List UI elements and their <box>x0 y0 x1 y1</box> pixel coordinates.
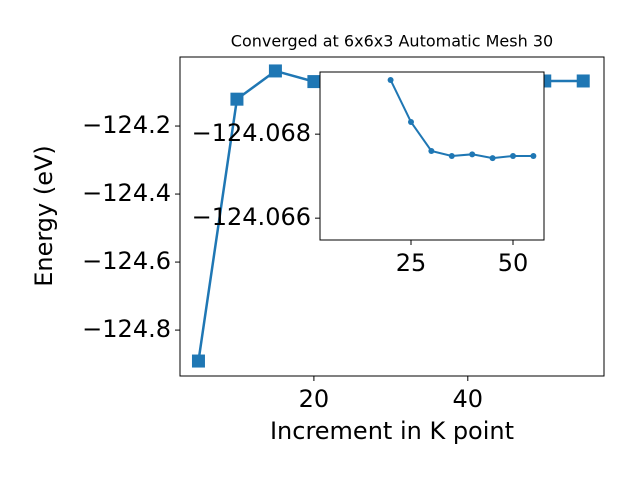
y-tick-label: −124.066 <box>192 203 311 231</box>
y-tick-label: −124.2 <box>82 111 171 139</box>
y-tick-label: −124.4 <box>82 179 171 207</box>
marker <box>469 151 476 158</box>
x-axis-label: Increment in K point <box>270 417 514 445</box>
marker <box>387 76 394 83</box>
marker <box>509 153 516 159</box>
marker <box>576 74 590 88</box>
x-tick-label: 25 <box>396 249 427 277</box>
y-tick-label: −124.6 <box>82 247 171 275</box>
marker <box>407 118 414 125</box>
x-tick-label: 20 <box>299 385 330 413</box>
line <box>389 79 534 160</box>
marker <box>191 354 205 368</box>
marker <box>530 153 537 159</box>
marker <box>230 92 244 106</box>
x-tick-label: 50 <box>498 249 529 277</box>
chart-title: Converged at 6x6x3 Automatic Mesh 30 <box>231 32 553 51</box>
y-tick-label: −124.068 <box>192 119 311 147</box>
y-tick-label: −124.8 <box>82 315 171 343</box>
y-axis-label: Energy (eV) <box>30 145 58 287</box>
marker <box>307 75 321 89</box>
marker <box>448 153 455 159</box>
marker <box>268 64 282 78</box>
marker <box>489 155 496 162</box>
x-tick-label: 40 <box>453 385 484 413</box>
marker <box>428 147 435 154</box>
